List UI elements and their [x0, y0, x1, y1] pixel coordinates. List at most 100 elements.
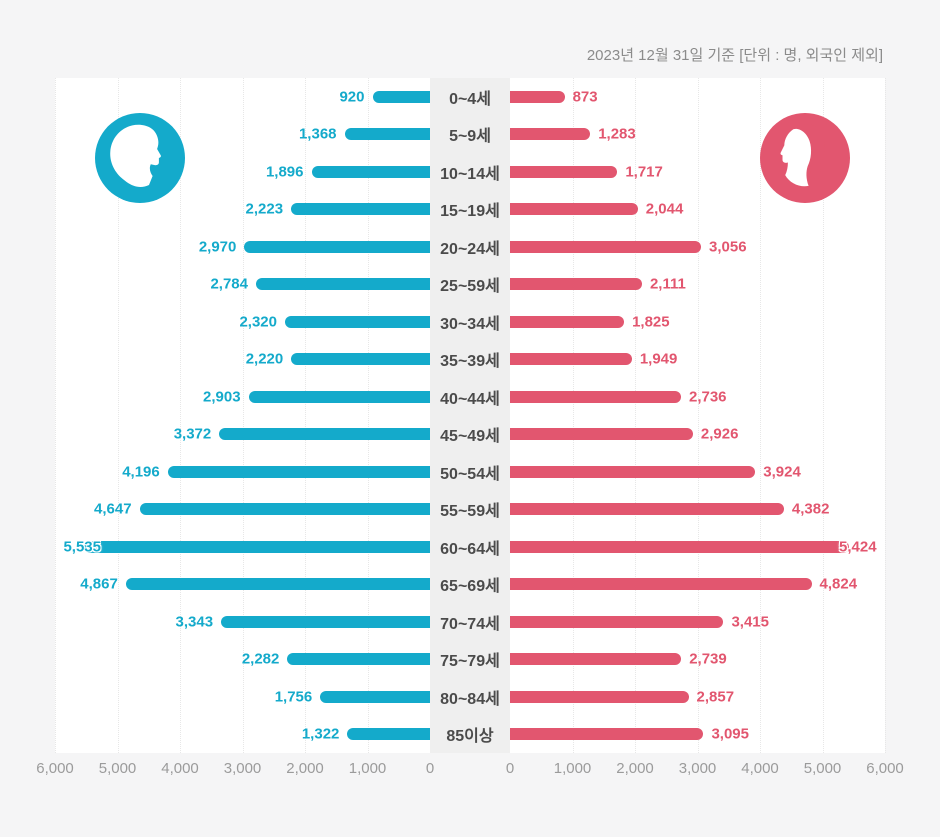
male-bar-cell: 4,196 — [55, 453, 430, 491]
gridline — [367, 78, 369, 753]
male-value-label: 2,282 — [241, 650, 280, 668]
x-axis-tick-right: 6,000 — [866, 760, 904, 777]
x-axis-tick-left: 6,000 — [36, 760, 74, 777]
male-value-label: 1,896 — [265, 163, 304, 181]
pyramid-row: 3,372 45~49세 2,926 — [55, 416, 885, 454]
pyramid-row: 2,320 30~34세 1,825 — [55, 303, 885, 341]
male-bar — [291, 353, 430, 366]
pyramid-row: 2,220 35~39세 1,949 — [55, 341, 885, 379]
age-group-label: 0~4세 — [449, 90, 491, 108]
male-bar — [221, 615, 430, 628]
female-bar-cell: 2,736 — [510, 378, 885, 416]
female-bar-cell: 4,824 — [510, 566, 885, 604]
male-bar — [248, 390, 430, 403]
male-bar — [344, 128, 430, 141]
gridline — [180, 78, 181, 753]
age-group-label: 60~64세 — [440, 540, 500, 558]
x-axis-tick-left: 3,000 — [223, 760, 262, 777]
gridline — [885, 78, 886, 753]
male-bar-cell: 920 — [55, 78, 430, 116]
pyramid-row: 1,896 10~14세 1,717 — [55, 153, 885, 191]
x-axis-tick-left: 5,000 — [98, 760, 137, 777]
age-group-label: 55~59세 — [440, 503, 500, 521]
female-value-label: 3,924 — [763, 463, 801, 481]
male-bar-cell: 2,223 — [55, 191, 430, 229]
female-value-label: 3,095 — [711, 725, 749, 743]
x-axis-tick-right: 2,000 — [616, 760, 654, 777]
male-value-label: 3,372 — [173, 425, 212, 443]
pyramid-row: 3,343 70~74세 3,415 — [55, 603, 885, 641]
male-bar-cell: 2,970 — [55, 228, 430, 266]
male-bar-cell: 4,867 — [55, 566, 430, 604]
female-value-label: 2,926 — [700, 425, 739, 443]
female-value-label: 3,056 — [709, 238, 747, 256]
female-bar — [510, 390, 681, 403]
female-bar — [510, 503, 784, 516]
male-bar-cell: 3,372 — [55, 416, 430, 454]
male-profile-icon — [95, 113, 185, 203]
female-bar — [510, 428, 693, 441]
x-axis-tick-right: 3,000 — [678, 760, 717, 777]
pyramid-row: 4,867 65~69세 4,824 — [55, 566, 885, 604]
female-bar — [510, 578, 812, 591]
pyramid-row: 1,322 85이상 3,095 — [55, 716, 885, 754]
male-bar-cell: 2,220 — [55, 341, 430, 379]
male-bar-cell: 1,756 — [55, 678, 430, 716]
gridline — [55, 78, 56, 753]
female-value-label: 2,736 — [688, 388, 727, 406]
male-value-label: 2,970 — [198, 238, 237, 256]
male-bar — [84, 540, 430, 553]
age-group-label: 85이상 — [446, 728, 494, 746]
male-bar-cell: 1,896 — [55, 153, 430, 191]
female-value-label: 1,283 — [598, 125, 636, 143]
female-bar-cell: 4,382 — [510, 491, 885, 529]
male-bar — [287, 653, 430, 666]
pyramid-row: 2,903 40~44세 2,736 — [55, 378, 885, 416]
pyramid-row: 2,970 20~24세 3,056 — [55, 228, 885, 266]
female-bar — [510, 128, 591, 141]
x-axis-tick-right: 4,000 — [741, 760, 779, 777]
age-group-label: 40~44세 — [440, 390, 500, 408]
female-bar — [510, 615, 724, 628]
x-axis-tick-right: 0 — [505, 760, 515, 777]
pyramid-row: 5,535 60~64세 5,424 — [55, 528, 885, 566]
female-bar-cell: 1,283 — [510, 116, 885, 154]
x-axis-tick-left: 0 — [425, 760, 435, 777]
female-value-label: 4,382 — [791, 500, 830, 518]
male-bar-cell: 1,368 — [55, 116, 430, 154]
female-bar-cell: 2,044 — [510, 191, 885, 229]
female-bar — [510, 240, 701, 253]
female-bar-cell: 2,739 — [510, 641, 885, 679]
male-value-label: 1,368 — [298, 125, 337, 143]
female-bar — [510, 90, 565, 103]
female-value-label: 4,824 — [819, 575, 858, 593]
pyramid-row: 4,196 50~54세 3,924 — [55, 453, 885, 491]
female-bar-cell: 3,924 — [510, 453, 885, 491]
female-value-label: 1,825 — [632, 313, 670, 331]
pyramid-row: 2,784 25~59세 2,111 — [55, 266, 885, 304]
male-value-label: 4,196 — [122, 463, 160, 481]
male-value-label: 4,647 — [94, 500, 132, 518]
gridline — [635, 78, 636, 753]
gridline — [117, 78, 119, 753]
male-bar-cell: 4,647 — [55, 491, 430, 529]
gridline — [572, 78, 574, 753]
male-bar — [320, 690, 430, 703]
male-value-label: 3,343 — [175, 613, 214, 631]
male-bar-cell: 1,322 — [55, 716, 430, 754]
male-value-label: 1,322 — [301, 725, 340, 743]
male-value-label: 2,784 — [210, 275, 248, 293]
female-bar-cell: 873 — [510, 78, 885, 116]
female-value-label: 2,111 — [649, 275, 686, 293]
male-bar-cell: 5,535 — [55, 528, 430, 566]
male-bar — [167, 465, 430, 478]
female-value-label: 5,424 — [839, 538, 877, 556]
female-value-label: 2,739 — [689, 650, 727, 668]
male-bar — [256, 278, 430, 291]
female-bar-cell: 1,825 — [510, 303, 885, 341]
male-value-label: 5,535 — [63, 538, 101, 556]
pyramid-row: 2,282 75~79세 2,739 — [55, 641, 885, 679]
age-axis-column — [430, 78, 510, 753]
pyramid-row: 2,223 15~19세 2,044 — [55, 191, 885, 229]
female-value-label: 1,949 — [639, 350, 678, 368]
